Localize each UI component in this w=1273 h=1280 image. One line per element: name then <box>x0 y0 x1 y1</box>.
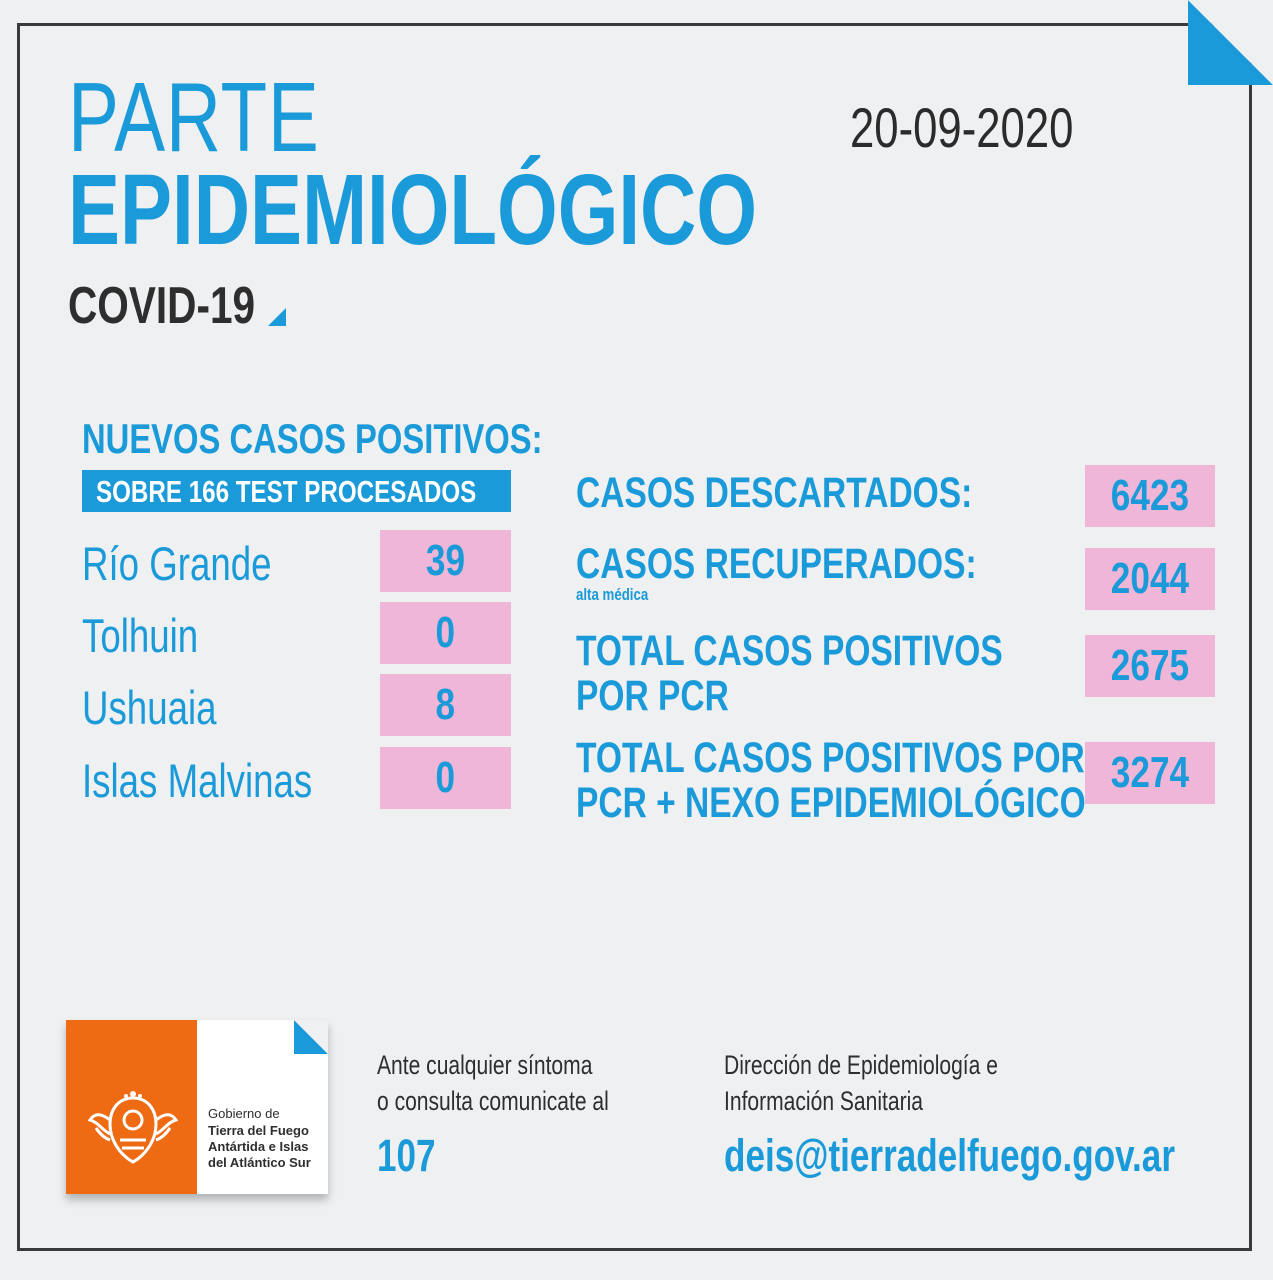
subtitle: COVID-19 <box>68 277 256 335</box>
report-date: 20-09-2020 <box>850 96 1074 159</box>
logo-text-line2: Tierra del Fuego <box>208 1123 309 1138</box>
title-line1: PARTE <box>68 62 320 172</box>
contact-text-line2: o consulta comunicate al <box>377 1086 609 1116</box>
location-value: 8 <box>380 674 511 736</box>
email-link[interactable]: deis@tierradelfuego.gov.ar <box>724 1130 1175 1181</box>
logo-text-line4: del Atlántico Sur <box>208 1155 311 1170</box>
recovered-note: alta médica <box>576 585 649 604</box>
new-cases-heading: NUEVOS CASOS POSITIVOS: <box>82 415 543 462</box>
department-line2: Información Sanitaria <box>724 1086 924 1116</box>
department-line1: Dirección de Epidemiología e <box>724 1050 998 1080</box>
total-pcr-label-line2: POR PCR <box>576 672 729 720</box>
total-nexo-label-line2: PCR + NEXO EPIDEMIOLÓGICO <box>576 779 1086 827</box>
total-nexo-value: 3274 <box>1085 742 1215 804</box>
tests-banner: SOBRE 166 TEST PROCESADOS <box>82 470 511 512</box>
recovered-label: CASOS RECUPERADOS: <box>576 540 977 588</box>
coat-of-arms-icon <box>88 1091 178 1164</box>
location-label: Río Grande <box>82 537 272 590</box>
location-value: 0 <box>380 747 511 809</box>
recovered-value: 2044 <box>1085 548 1215 610</box>
logo-orange-panel <box>66 1020 197 1194</box>
location-label: Ushuaia <box>82 681 217 734</box>
location-label: Tolhuin <box>82 609 199 662</box>
logo-fold-icon <box>294 1020 328 1054</box>
page-frame <box>17 23 1252 1251</box>
total-pcr-label: TOTAL CASOS POSITIVOS <box>576 627 1003 675</box>
location-value: 39 <box>380 530 511 592</box>
logo-text-line3: Antártida e Islas <box>208 1139 309 1154</box>
contact-text-line1: Ante cualquier síntoma <box>377 1050 593 1080</box>
discarded-label: CASOS DESCARTADOS: <box>576 469 973 517</box>
location-label: Islas Malvinas <box>82 754 313 807</box>
phone-number[interactable]: 107 <box>377 1130 436 1181</box>
government-logo: Gobierno de Tierra del Fuego Antártida e… <box>66 1020 328 1194</box>
logo-text-line1: Gobierno de <box>208 1106 280 1121</box>
total-nexo-label: TOTAL CASOS POSITIVOS POR <box>576 734 1085 782</box>
title-line2: EPIDEMIOLÓGICO <box>68 154 758 266</box>
discarded-value: 6423 <box>1085 465 1215 527</box>
triangle-marker-icon <box>268 308 286 326</box>
location-value: 0 <box>380 602 511 664</box>
corner-fold-icon <box>1188 0 1273 85</box>
total-pcr-value: 2675 <box>1085 635 1215 697</box>
